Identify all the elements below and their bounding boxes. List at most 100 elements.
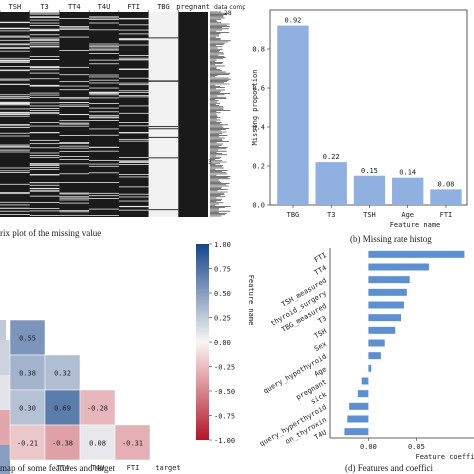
matrix-missing-line bbox=[118, 161, 149, 163]
matrix-missing-line bbox=[118, 157, 149, 158]
matrix-missing-line bbox=[89, 150, 119, 152]
heatmap-cell bbox=[44, 354, 81, 391]
matrix-missing-line bbox=[0, 210, 30, 212]
coef-bar bbox=[357, 390, 369, 398]
matrix-column-label: TBG bbox=[157, 3, 170, 11]
matrix-missing-line bbox=[118, 125, 149, 127]
matrix-missing-line bbox=[118, 57, 149, 59]
matrix-missing-line bbox=[59, 114, 90, 115]
x-axis-label: Feature name bbox=[390, 221, 441, 229]
matrix-missing-line bbox=[59, 18, 90, 19]
matrix-missing-line bbox=[118, 18, 149, 20]
matrix-missing-line bbox=[59, 81, 90, 83]
matrix-missing-line bbox=[118, 138, 149, 140]
coef-x-tick-label: 0.05 bbox=[408, 443, 425, 451]
matrix-missing-line bbox=[29, 164, 60, 166]
heatmap-cell-cropped bbox=[0, 320, 6, 340]
matrix-missing-line bbox=[0, 108, 30, 110]
matrix-missing-line bbox=[89, 79, 119, 81]
matrix-missing-line bbox=[118, 77, 149, 79]
matrix-missing-line bbox=[118, 105, 149, 107]
bar-value-label: 0.92 bbox=[285, 17, 302, 25]
heatmap-cell bbox=[44, 389, 81, 426]
coef-category-label: T3 bbox=[317, 314, 328, 325]
matrix-missing-line bbox=[0, 21, 30, 23]
matrix-missing-line bbox=[59, 120, 90, 122]
matrix-missing-block bbox=[148, 12, 179, 217]
bar-value-label: 0.14 bbox=[399, 169, 416, 177]
matrix-missing-line bbox=[29, 43, 60, 45]
matrix-missing-line bbox=[59, 105, 90, 107]
matrix-missing-line bbox=[89, 159, 119, 161]
matrix-missing-line bbox=[29, 147, 60, 149]
matrix-missing-line bbox=[0, 48, 30, 49]
matrix-missing-line bbox=[0, 102, 30, 103]
matrix-missing-line bbox=[0, 112, 30, 114]
matrix-missing-line bbox=[0, 43, 30, 45]
matrix-missing-line bbox=[89, 120, 119, 121]
matrix-missing-line bbox=[0, 78, 30, 80]
matrix-missing-line bbox=[118, 90, 149, 92]
matrix-missing-line bbox=[118, 69, 149, 70]
matrix-missing-line bbox=[89, 117, 119, 119]
completeness-label: data completeness bbox=[214, 4, 245, 11]
colorbar-tick-label: 0.50 bbox=[214, 290, 231, 298]
matrix-missing-line bbox=[89, 146, 119, 148]
matrix-missing-line bbox=[0, 66, 30, 67]
matrix-missing-line bbox=[0, 149, 30, 151]
matrix-missing-line bbox=[29, 208, 60, 209]
matrix-missing-line bbox=[59, 199, 90, 201]
matrix-missing-line bbox=[118, 38, 149, 39]
coef-x-tick-label: 0.00 bbox=[360, 443, 377, 451]
x-tick-label: TBG bbox=[287, 211, 300, 219]
matrix-missing-line bbox=[118, 33, 149, 35]
heatmap-cell-label: 0.55 bbox=[19, 335, 36, 343]
matrix-missing-line bbox=[89, 17, 119, 19]
matrix-missing-line bbox=[89, 19, 119, 21]
matrix-missing-line bbox=[0, 207, 30, 209]
y-tick-label: 0.6 bbox=[252, 85, 265, 93]
matrix-missing-line bbox=[29, 112, 60, 113]
matrix-missing-line bbox=[59, 125, 90, 127]
matrix-missing-line bbox=[59, 145, 90, 147]
matrix-missing-line bbox=[118, 164, 149, 165]
matrix-missing-line bbox=[29, 17, 60, 18]
matrix-missing-line bbox=[59, 196, 90, 198]
y-axis-label: Missing proportion bbox=[251, 70, 259, 146]
matrix-missing-line bbox=[0, 104, 30, 106]
matrix-missing-line bbox=[59, 74, 90, 76]
matrix-missing-line bbox=[29, 155, 60, 156]
matrix-missing-line bbox=[89, 215, 119, 216]
coef-bar bbox=[344, 428, 369, 436]
coef-bar bbox=[368, 352, 381, 360]
coef-category-label: Age bbox=[313, 365, 328, 378]
matrix-missing-line bbox=[89, 22, 119, 24]
matrix-missing-line bbox=[29, 113, 60, 115]
matrix-missing-line bbox=[29, 202, 60, 203]
matrix-column-label: pregnant bbox=[176, 3, 210, 11]
matrix-missing-line bbox=[59, 197, 90, 199]
matrix-missing-line bbox=[29, 45, 60, 47]
matrix-column bbox=[89, 16, 119, 216]
y-tick-label: 0.8 bbox=[252, 46, 265, 54]
matrix-missing-line bbox=[89, 87, 119, 89]
matrix-missing-line bbox=[59, 182, 90, 183]
matrix-missing-line bbox=[118, 132, 149, 134]
matrix-missing-line bbox=[89, 82, 119, 84]
matrix-missing-line bbox=[29, 102, 60, 104]
coef-bar bbox=[347, 415, 369, 423]
matrix-missing-line bbox=[89, 208, 119, 210]
matrix-missing-line bbox=[0, 145, 30, 147]
bar bbox=[430, 189, 462, 205]
matrix-missing-line bbox=[89, 48, 119, 50]
colorbar-tick-label: -0.25 bbox=[214, 364, 235, 372]
heatmap-cell bbox=[9, 354, 46, 391]
coef-category-label: Sex bbox=[313, 340, 328, 353]
missing-value-matrix-chart: TSH T3 TT4 T4U FTI TBG pregnant data completene… bbox=[0, 3, 245, 238]
matrix-missing-line bbox=[29, 163, 60, 164]
matrix-present-line bbox=[148, 128, 179, 130]
matrix-missing-line bbox=[59, 193, 90, 195]
matrix-missing-line bbox=[59, 202, 90, 204]
matrix-missing-line bbox=[29, 84, 60, 86]
missing-rate-bar-chart: 0.0 0.2 0.4 0.6 0.8 0.92 TBG 0.22 T3 0.15 TSH 0.14 A… bbox=[251, 9, 468, 244]
